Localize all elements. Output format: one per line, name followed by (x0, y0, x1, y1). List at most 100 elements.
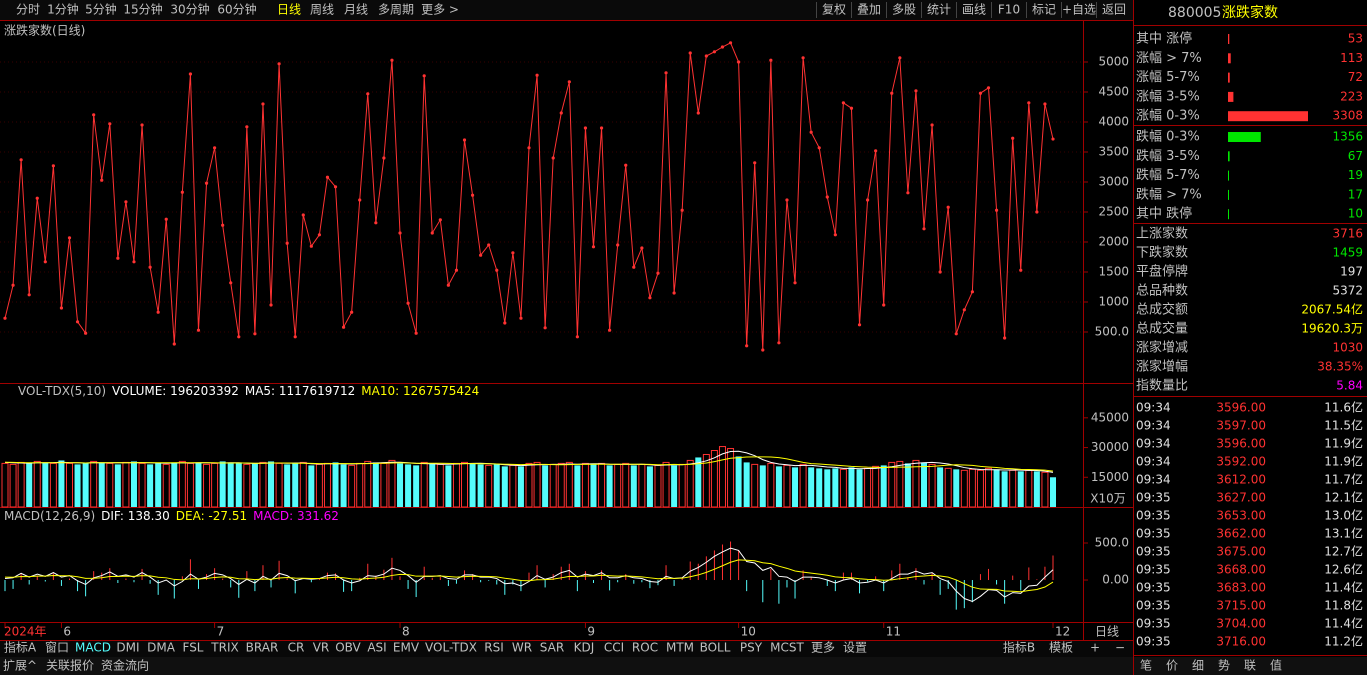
indicator-tab[interactable]: ROC (632, 641, 658, 655)
side-tab[interactable]: 笔 (1140, 658, 1152, 673)
indicator-tab[interactable]: 更多 (811, 641, 835, 655)
bottom-tab[interactable]: 扩展^ (3, 659, 37, 673)
period-tab[interactable]: 60分钟 (217, 2, 256, 17)
bottom-tab[interactable]: 关联报价 (46, 658, 94, 673)
toolbar-button[interactable]: +自选 (1062, 3, 1096, 17)
volume-bar (259, 461, 267, 508)
point (1011, 136, 1015, 140)
period-tab[interactable]: 15分钟 (123, 2, 162, 17)
indicator-tab[interactable]: BRAR (246, 641, 279, 655)
tick-amount: 12.7亿 (1324, 544, 1363, 559)
toolbar-button[interactable]: 统计 (927, 3, 951, 17)
volume-bar (186, 462, 194, 508)
indicator-tab[interactable]: PSY (740, 641, 763, 655)
indicator-tab[interactable]: KDJ (574, 641, 595, 655)
indicator-tab[interactable]: − (1115, 641, 1125, 655)
indicator-tab[interactable]: TRIX (210, 641, 238, 655)
stat-label: 涨家增减 (1136, 340, 1188, 356)
toolbar-button[interactable]: 复权 (822, 3, 846, 17)
tick-time: 09:35 (1136, 509, 1171, 523)
toolbar-button[interactable]: 叠加 (857, 3, 881, 17)
tick-amount: 11.8亿 (1324, 598, 1363, 613)
indicator-tab[interactable]: + (1090, 641, 1100, 655)
point (84, 331, 88, 335)
indicator-tab-bar (0, 640, 1133, 657)
volume-bar (1017, 471, 1024, 507)
indicator-tab[interactable]: VR (313, 641, 330, 655)
indicator-tab[interactable]: ASI (367, 641, 386, 655)
point (116, 256, 120, 260)
point (712, 50, 717, 54)
indicator-tab[interactable]: CR (288, 641, 305, 655)
volume-bar (388, 459, 396, 508)
tick-price: 3668.00 (1216, 563, 1266, 577)
indicator-tab[interactable]: MACD (75, 641, 111, 655)
volume-bar (767, 462, 775, 508)
volume-bar (985, 467, 993, 508)
indicator-tab[interactable]: 窗口 (45, 641, 69, 655)
indicator-tab[interactable]: CCI (604, 641, 624, 655)
indicator-tab[interactable]: MTM (666, 641, 694, 655)
indicator-tab[interactable]: EMV (393, 641, 420, 655)
period-tab[interactable]: 5分钟 (85, 2, 117, 17)
toolbar-button[interactable]: F10 (998, 3, 1020, 17)
volume-bar (792, 467, 799, 507)
indicator-tab[interactable]: BOLL (700, 641, 731, 655)
toolbar-button[interactable]: 标记 (1032, 3, 1056, 17)
toolbar-button[interactable]: 多股 (892, 3, 916, 17)
side-code: 880005 (1168, 5, 1221, 21)
period-tab[interactable]: 日线 (277, 3, 301, 17)
period-tab[interactable]: 30分钟 (170, 2, 209, 17)
tick-amount: 11.6亿 (1324, 400, 1363, 415)
indicator-tab[interactable]: RSI (484, 641, 504, 655)
volume-bar (710, 450, 718, 508)
period-tab[interactable]: 多周期 (378, 3, 414, 17)
breadth-bar (1228, 53, 1231, 64)
indicator-tab[interactable]: 模板 (1049, 641, 1073, 655)
breadth-value: 1356 (1332, 130, 1363, 144)
indicator-tab[interactable]: FSL (183, 641, 204, 655)
toolbar-button[interactable]: 返回 (1102, 3, 1126, 17)
side-tab[interactable]: 值 (1270, 658, 1282, 673)
side-tab[interactable]: 细 (1192, 659, 1204, 673)
indicator-tab[interactable]: MCST (770, 641, 804, 655)
volume-bar (808, 467, 815, 507)
point (608, 328, 612, 332)
point (487, 243, 491, 247)
indicator-tab[interactable]: 指标A (4, 640, 37, 655)
side-tab[interactable]: 价 (1166, 659, 1178, 673)
point (640, 246, 644, 250)
volume-bar (557, 462, 565, 508)
point (470, 193, 475, 197)
y-tick-label: 4500 (1098, 85, 1129, 99)
period-tab[interactable]: 周线 (310, 3, 334, 17)
point (857, 323, 862, 327)
period-tab[interactable]: 1分钟 (47, 2, 79, 17)
side-tab[interactable]: 联 (1244, 659, 1256, 673)
stat-value: 5372 (1332, 284, 1363, 298)
point (350, 310, 354, 314)
series-line (4, 559, 1054, 593)
indicator-tab[interactable]: WR (512, 641, 532, 655)
indicator-tab[interactable]: 指标B (1003, 640, 1035, 655)
point (1027, 101, 1031, 105)
volume-bar (49, 462, 57, 508)
indicator-tab[interactable]: VOL-TDX (425, 641, 477, 655)
legend-item: DEA: -27.51 (176, 509, 247, 523)
period-tab[interactable]: 月线 (344, 3, 368, 17)
point (503, 321, 507, 325)
indicator-tab[interactable]: SAR (540, 641, 564, 655)
indicator-tab[interactable]: DMI (116, 641, 139, 655)
indicator-tab[interactable]: OBV (335, 641, 361, 655)
volume-bar (413, 465, 420, 507)
indicator-tab[interactable]: DMA (147, 641, 176, 655)
point (213, 146, 217, 150)
toolbar-button[interactable]: 画线 (962, 3, 986, 17)
period-tab[interactable]: 分时 (16, 3, 40, 17)
point (559, 111, 563, 115)
side-tab[interactable]: 势 (1218, 659, 1230, 673)
bottom-tab[interactable]: 资金流向 (101, 658, 149, 673)
period-tab[interactable]: 更多 > (421, 3, 459, 17)
indicator-tab[interactable]: 设置 (843, 641, 867, 655)
volume-bar (960, 469, 968, 508)
